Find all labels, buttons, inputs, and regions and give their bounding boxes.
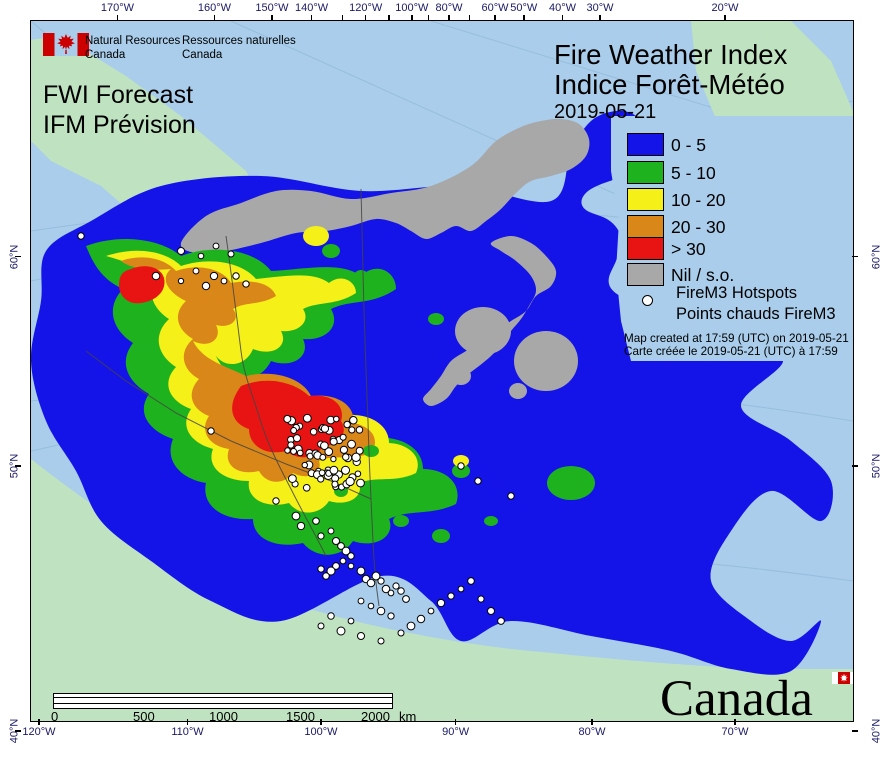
svg-text:Canada: Canada [660,671,813,722]
